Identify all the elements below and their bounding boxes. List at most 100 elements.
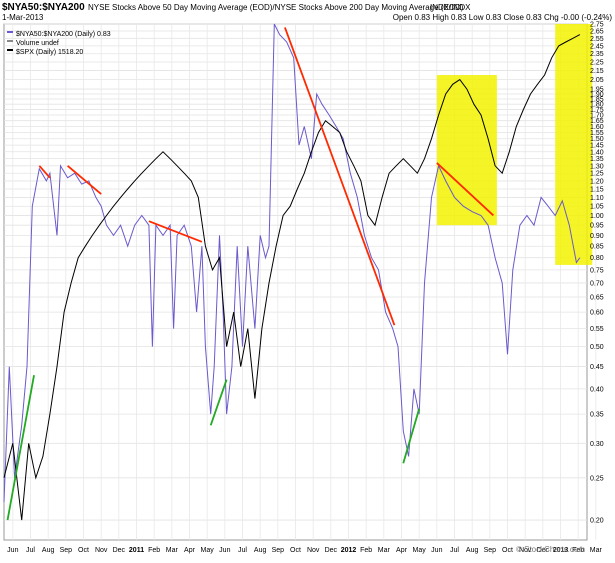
- x-tick-label: May: [413, 547, 427, 554]
- x-tick-label: Jun: [7, 547, 18, 554]
- watermark: © StockCharts.com: [516, 545, 585, 554]
- chart-ohlc: Open 0.83 High 0.83 Low 0.83 Close 0.83 …: [393, 13, 613, 22]
- legend-swatch: [7, 31, 13, 33]
- x-tick-label: Jun: [219, 547, 230, 554]
- y-tick-label: 1.80: [590, 102, 604, 109]
- x-tick-label: Mar: [378, 547, 391, 554]
- y-tick-label: 1.05: [590, 204, 604, 211]
- y-tick-label: 2.15: [590, 68, 604, 75]
- x-tick-label: Sep: [484, 547, 497, 554]
- trendline: [402, 408, 421, 464]
- y-tick-label: 1.85: [590, 97, 604, 104]
- y-tick-label: 0.90: [590, 233, 604, 240]
- x-tick-label: Jun: [431, 547, 442, 554]
- x-tick-label: May: [201, 547, 215, 554]
- y-tick-label: 1.45: [590, 143, 604, 150]
- x-tick-label: Oct: [290, 547, 301, 554]
- x-tick-label: Oct: [502, 547, 513, 554]
- series-line: [3, 23, 581, 503]
- trendline: [436, 162, 494, 217]
- trendline: [284, 27, 396, 326]
- x-tick-label: Nov: [95, 547, 108, 554]
- y-tick-label: 1.70: [590, 113, 604, 120]
- y-tick-label: 1.95: [590, 87, 604, 94]
- y-tick-label: 2.65: [590, 29, 604, 36]
- y-tick-label: 0.55: [590, 326, 604, 333]
- x-tick-label: Sep: [60, 547, 73, 554]
- y-tick-label: 0.75: [590, 267, 604, 274]
- y-tick-label: 1.90: [590, 91, 604, 98]
- x-tick-label: Aug: [42, 547, 55, 554]
- trendline: [67, 165, 102, 195]
- highlight-box: [555, 24, 593, 265]
- y-tick-label: 0.20: [590, 518, 604, 525]
- chart-header: $NYA50:$NYA200 NYSE Stocks Above 50 Day …: [2, 2, 612, 22]
- x-tick-label: Aug: [466, 547, 479, 554]
- y-tick-label: 2.25: [590, 59, 604, 66]
- chart-title: NYSE Stocks Above 50 Day Moving Average …: [88, 3, 464, 12]
- y-tick-label: 0.60: [590, 310, 604, 317]
- y-tick-label: 0.30: [590, 441, 604, 448]
- y-tick-label: 0.35: [590, 412, 604, 419]
- y-tick-label: 1.60: [590, 124, 604, 131]
- legend-label: $SPX (Daily) 1518.20: [16, 49, 83, 56]
- y-tick-label: 1.65: [590, 118, 604, 125]
- x-tick-label: Jul: [238, 547, 247, 554]
- y-tick-label: 0.80: [590, 255, 604, 262]
- trendline: [209, 379, 228, 426]
- x-axis: Jun Jul Aug Sep Oct Nov Dec 2011 Feb Mar Apr May Jun…: [7, 547, 602, 554]
- x-tick-label: 2012: [341, 547, 357, 554]
- y-tick-label: 0.45: [590, 364, 604, 371]
- y-tick-label: 2.55: [590, 36, 604, 43]
- x-tick-label: 2011: [129, 547, 144, 554]
- y-axis: 0.20 0.25 0.30 0.35 0.40 0.45 0.50 0.55 0.60 0.65…: [590, 22, 604, 525]
- legend: $NYA50:$NYA200 (Daily) 0.83 Volume undef $…: [7, 31, 111, 56]
- y-tick-label: 0.70: [590, 280, 604, 287]
- x-tick-label: Nov: [307, 547, 320, 554]
- x-tick-label: Oct: [78, 547, 89, 554]
- y-tick-label: 2.75: [590, 22, 604, 29]
- x-tick-label: Aug: [254, 547, 267, 554]
- x-tick-label: Feb: [148, 547, 160, 554]
- y-tick-label: 1.55: [590, 130, 604, 137]
- x-tick-label: 2013: [553, 547, 569, 554]
- x-tick-label: Dec: [325, 547, 338, 554]
- y-tick-label: 1.40: [590, 149, 604, 156]
- x-tick-label: Mar: [590, 547, 603, 554]
- y-tick-label: 0.25: [590, 475, 604, 482]
- y-tick-label: 2.05: [590, 77, 604, 84]
- x-tick-label: Mar: [166, 547, 179, 554]
- x-tick-label: Dec: [537, 547, 550, 554]
- y-tick-label: 1.50: [590, 136, 604, 143]
- y-tick-label: 0.85: [590, 244, 604, 251]
- chart-symbol: $NYA50:$NYA200: [2, 2, 85, 13]
- x-tick-label: Nov: [519, 547, 532, 554]
- y-tick-label: 1.35: [590, 156, 604, 163]
- x-tick-label: Jul: [26, 547, 35, 554]
- trendline: [148, 220, 203, 243]
- highlight-boxes: [436, 24, 593, 265]
- x-tick-label: Feb: [360, 547, 372, 554]
- y-tick-label: 0.95: [590, 223, 604, 230]
- legend-label: Volume undef: [16, 40, 59, 47]
- y-tick-label: 1.25: [590, 171, 604, 178]
- legend-swatch: [7, 40, 13, 42]
- y-tick-label: 1.20: [590, 178, 604, 185]
- series-line: [3, 34, 581, 521]
- y-tick-label: 1.75: [590, 107, 604, 114]
- legend-swatch: [7, 49, 13, 51]
- trendline: [6, 375, 35, 521]
- y-tick-label: 2.45: [590, 43, 604, 50]
- y-tick-label: 2.35: [590, 51, 604, 58]
- y-tick-label: 1.00: [590, 213, 604, 220]
- y-tick-label: 1.10: [590, 195, 604, 202]
- y-tick-label: 1.30: [590, 163, 604, 170]
- x-tick-label: Feb: [572, 547, 584, 554]
- highlight-box: [436, 75, 497, 226]
- trendline: [38, 165, 51, 179]
- x-tick-label: Dec: [113, 547, 126, 554]
- y-tick-label: 1.15: [590, 187, 604, 194]
- y-tick-label: 0.40: [590, 386, 604, 393]
